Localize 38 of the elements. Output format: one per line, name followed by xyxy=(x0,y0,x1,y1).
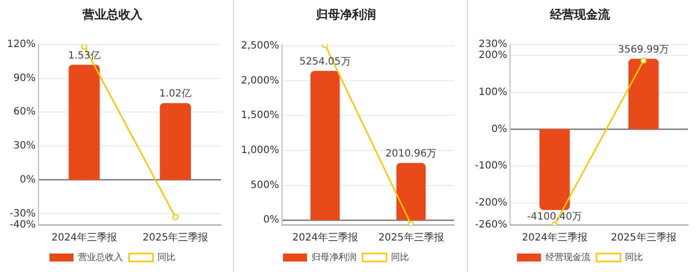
y-tick-label: -30% xyxy=(10,208,36,220)
x-tick-label: 2025年三季报 xyxy=(142,232,208,244)
y-tick-label: 2,500% xyxy=(240,40,280,52)
y-tick-label: 0% xyxy=(20,174,36,186)
data-label: 3569.99万 xyxy=(617,44,669,56)
y-tick-label: 90% xyxy=(13,72,36,84)
x-tick-label: 2025年三季报 xyxy=(610,232,676,244)
legend-label: 经营现金流 xyxy=(545,252,590,263)
legend-label: 归母净利润 xyxy=(312,252,356,263)
legend-label: 同比 xyxy=(158,252,176,263)
y-tick-label: 230% xyxy=(478,38,507,50)
y-tick-label: -260% xyxy=(474,220,507,231)
chart-title: 经营现金流 xyxy=(548,7,610,22)
legend-label: 同比 xyxy=(391,252,409,263)
y-tick-label: 0% xyxy=(263,214,280,226)
y-tick-label: 500% xyxy=(250,180,280,191)
data-label: 1.02亿 xyxy=(159,88,192,100)
y-tick-label: 100% xyxy=(478,86,507,98)
chart-title: 营业总收入 xyxy=(82,7,144,22)
y-tick-label: -40% xyxy=(10,220,36,231)
y-tick-label: 0% xyxy=(490,124,507,135)
legend-label: 同比 xyxy=(624,252,642,263)
x-tick-label: 2025年三季报 xyxy=(378,232,444,244)
y-tick-label: 60% xyxy=(13,106,36,118)
x-tick-label: 2024年三季报 xyxy=(292,232,358,244)
y-tick-label: 1,000% xyxy=(240,144,280,156)
y-tick-label: -200% xyxy=(474,197,507,208)
data-label: 2010.96万 xyxy=(385,148,437,160)
y-tick-label: 200% xyxy=(478,50,507,62)
legend-label: 营业总收入 xyxy=(78,252,123,263)
chart-title: 归母净利润 xyxy=(315,7,376,22)
y-tick-label: 2,000% xyxy=(240,75,280,86)
x-tick-label: 2024年三季报 xyxy=(521,232,587,244)
y-tick-label: 1,500% xyxy=(240,110,280,122)
y-tick-label: 30% xyxy=(13,140,36,152)
x-tick-label: 2024年三季报 xyxy=(51,232,117,244)
y-tick-label: -100% xyxy=(474,160,507,172)
y-tick-label: 120% xyxy=(6,38,36,50)
